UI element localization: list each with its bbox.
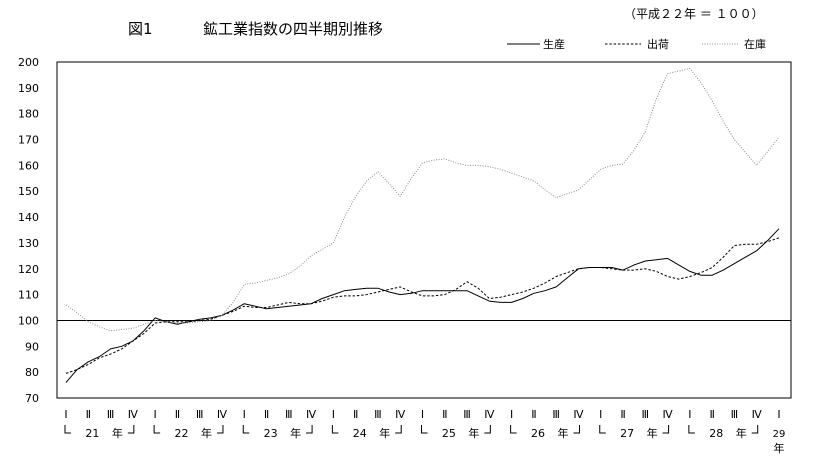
legend-label-inventory: 在庫: [744, 37, 766, 51]
x-tick-label: Ⅰ: [154, 408, 157, 421]
year-label: 22: [175, 427, 189, 440]
year-label: 25: [442, 427, 456, 440]
y-tick-label: 160: [18, 159, 39, 172]
year-bracket: [662, 425, 670, 434]
year-suffix: 年: [647, 426, 658, 440]
x-tick-label: Ⅲ: [463, 408, 471, 421]
x-tick-label: Ⅲ: [196, 408, 204, 421]
year-suffix: 年: [468, 426, 479, 440]
x-tick-label: Ⅱ: [442, 408, 447, 421]
chart-title: 鉱工業指数の四半期別推移: [203, 20, 383, 38]
x-tick-label: Ⅱ: [264, 408, 269, 421]
y-tick-label: 180: [18, 108, 39, 121]
x-tick-label: Ⅳ: [484, 408, 495, 421]
year-label: 27: [620, 427, 634, 440]
year-bracket: [127, 425, 135, 434]
x-axis: Ⅰ Ⅱ Ⅲ Ⅳ Ⅰ Ⅱ Ⅲ Ⅳ Ⅰ Ⅱ Ⅲ Ⅳ Ⅰ Ⅱ Ⅲ Ⅳ Ⅰ Ⅱ Ⅲ Ⅳ Ⅰ Ⅱ Ⅲ Ⅳ Ⅰ Ⅱ Ⅲ Ⅳ Ⅰ Ⅱ Ⅲ Ⅳ Ⅰ21 年 22 年 2…: [64, 408, 785, 455]
x-tick-label: Ⅳ: [395, 408, 406, 421]
y-tick-label: 140: [18, 211, 39, 224]
x-tick-label: Ⅲ: [552, 408, 560, 421]
y-tick-label: 110: [18, 289, 39, 302]
year-label: 24: [353, 427, 367, 440]
year-suffix: 年: [112, 426, 123, 440]
year-label: 21: [85, 427, 99, 440]
y-tick-label: 70: [25, 392, 39, 405]
y-tick-label: 130: [18, 237, 39, 250]
legend-label-shipment: 出荷: [647, 37, 669, 51]
x-tick-label: Ⅳ: [663, 408, 674, 421]
year-bracket: [216, 425, 224, 434]
figure-label: 図1: [128, 20, 153, 38]
x-tick-label: Ⅳ: [128, 408, 139, 421]
y-tick-label: 190: [18, 82, 39, 95]
x-tick-label: Ⅱ: [353, 408, 358, 421]
y-tick-label: 170: [18, 134, 39, 147]
x-tick-label: Ⅰ: [777, 408, 780, 421]
year-bracket: [153, 425, 161, 434]
x-tick-label: Ⅲ: [107, 408, 115, 421]
x-tick-label: Ⅱ: [531, 408, 536, 421]
year-suffix: 年: [290, 426, 301, 440]
legend: 生産 出荷 在庫: [507, 37, 766, 51]
y-tick-label: 100: [18, 314, 39, 327]
x-tick-label: Ⅳ: [752, 408, 763, 421]
year-label: 29: [773, 429, 786, 440]
year-bracket: [306, 425, 313, 434]
year-bracket: [751, 425, 759, 434]
x-tick-label: Ⅰ: [421, 408, 424, 421]
year-suffix: 年: [774, 441, 785, 455]
base-note: （平成２２年 ＝ １００）: [624, 7, 764, 21]
year-label: 23: [264, 427, 278, 440]
x-tick-label: Ⅲ: [285, 408, 293, 421]
year-bracket: [242, 425, 250, 434]
x-tick-label: Ⅰ: [332, 408, 335, 421]
x-tick-label: Ⅰ: [688, 408, 691, 421]
x-tick-label: Ⅲ: [642, 408, 650, 421]
year-bracket: [421, 425, 428, 434]
plot-area: [56, 61, 792, 399]
year-bracket: [573, 425, 580, 434]
year-suffix: 年: [736, 426, 747, 440]
year-bracket: [395, 425, 402, 434]
x-tick-label: Ⅰ: [599, 408, 602, 421]
year-label: 28: [709, 427, 723, 440]
year-bracket: [64, 425, 71, 434]
series-line-2: [65, 237, 780, 374]
y-tick-label: 120: [18, 263, 39, 276]
x-tick-label: Ⅱ: [175, 408, 180, 421]
x-tick-label: Ⅰ: [510, 408, 513, 421]
year-bracket: [599, 425, 606, 434]
series-line-1: [65, 228, 780, 383]
x-tick-label: Ⅱ: [709, 408, 714, 421]
year-suffix: 年: [201, 426, 212, 440]
year-bracket: [688, 425, 695, 434]
year-suffix: 年: [558, 426, 569, 440]
x-tick-label: Ⅰ: [64, 408, 67, 421]
x-tick-label: Ⅳ: [573, 408, 584, 421]
year-suffix: 年: [379, 426, 390, 440]
year-label: 26: [531, 427, 545, 440]
series-line-3: [65, 68, 780, 332]
x-tick-label: Ⅰ: [243, 408, 246, 421]
x-tick-label: Ⅳ: [217, 408, 228, 421]
x-tick-label: Ⅲ: [731, 408, 739, 421]
year-bracket: [331, 425, 339, 434]
x-tick-label: Ⅱ: [620, 408, 625, 421]
year-bracket: [484, 425, 491, 434]
series-group: [65, 68, 780, 383]
x-tick-label: Ⅲ: [374, 408, 382, 421]
legend-label-production: 生産: [543, 37, 565, 51]
x-tick-label: Ⅳ: [306, 408, 317, 421]
x-tick-label: Ⅱ: [86, 408, 91, 421]
y-tick-label: 80: [25, 366, 39, 379]
y-tick-label: 90: [25, 340, 39, 353]
y-tick-label: 200: [18, 56, 39, 69]
y-axis: 70 80 90 100 110 120 130 140 150 160 170 180 190 200: [18, 56, 39, 405]
y-tick-label: 150: [18, 185, 39, 198]
year-bracket: [510, 425, 517, 434]
